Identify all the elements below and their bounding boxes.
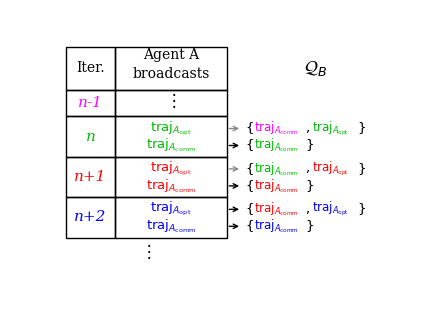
Text: $\{$: $\{$ bbox=[245, 121, 254, 136]
Text: $,$: $,$ bbox=[305, 122, 310, 135]
Text: $\mathrm{traj}_{A_{\mathrm{opt}}}$: $\mathrm{traj}_{A_{\mathrm{opt}}}$ bbox=[312, 200, 349, 218]
Text: $\{$: $\{$ bbox=[245, 178, 254, 194]
Text: $\}$: $\}$ bbox=[357, 121, 366, 136]
Text: $\vdots$: $\vdots$ bbox=[165, 91, 176, 110]
Text: $\mathrm{traj}_{A_{\mathrm{comm}}}$: $\mathrm{traj}_{A_{\mathrm{comm}}}$ bbox=[254, 120, 299, 137]
Text: $\{$: $\{$ bbox=[245, 137, 254, 154]
Text: $\mathrm{traj}_{A_{\mathrm{comm}}}$: $\mathrm{traj}_{A_{\mathrm{comm}}}$ bbox=[254, 177, 299, 195]
Text: $\}$: $\}$ bbox=[305, 178, 314, 194]
Text: $\}$: $\}$ bbox=[357, 161, 366, 177]
Text: $\{$: $\{$ bbox=[245, 161, 254, 177]
Text: n: n bbox=[85, 130, 95, 144]
Text: $\mathrm{traj}_{A_{\mathrm{opt}}}$: $\mathrm{traj}_{A_{\mathrm{opt}}}$ bbox=[150, 160, 191, 178]
Text: $\}$: $\}$ bbox=[305, 218, 314, 234]
Text: $\mathrm{traj}_{A_{\mathrm{opt}}}$: $\mathrm{traj}_{A_{\mathrm{opt}}}$ bbox=[150, 119, 191, 137]
Text: $\mathrm{traj}_{A_{\mathrm{comm}}}$: $\mathrm{traj}_{A_{\mathrm{comm}}}$ bbox=[145, 177, 196, 195]
Text: n+1: n+1 bbox=[74, 170, 107, 184]
Text: $\mathrm{traj}_{A_{\mathrm{comm}}}$: $\mathrm{traj}_{A_{\mathrm{comm}}}$ bbox=[145, 217, 196, 235]
Text: $,$: $,$ bbox=[305, 162, 310, 175]
Text: Agent A
broadcasts: Agent A broadcasts bbox=[132, 49, 210, 81]
Text: $,$: $,$ bbox=[305, 203, 310, 216]
Text: $\mathrm{traj}_{A_{\mathrm{comm}}}$: $\mathrm{traj}_{A_{\mathrm{comm}}}$ bbox=[254, 137, 299, 154]
Text: $\mathrm{traj}_{A_{\mathrm{comm}}}$: $\mathrm{traj}_{A_{\mathrm{comm}}}$ bbox=[254, 217, 299, 235]
Text: $\mathcal{Q}_B$: $\mathcal{Q}_B$ bbox=[304, 59, 328, 78]
Text: n-1: n-1 bbox=[78, 96, 103, 110]
Text: $\}$: $\}$ bbox=[305, 137, 314, 154]
Text: $\}$: $\}$ bbox=[357, 201, 366, 217]
Text: $\{$: $\{$ bbox=[245, 218, 254, 234]
Text: $\mathrm{traj}_{A_{\mathrm{comm}}}$: $\mathrm{traj}_{A_{\mathrm{comm}}}$ bbox=[254, 200, 299, 218]
Text: $\mathrm{traj}_{A_{\mathrm{comm}}}$: $\mathrm{traj}_{A_{\mathrm{comm}}}$ bbox=[254, 160, 299, 178]
Text: $\mathrm{traj}_{A_{\mathrm{comm}}}$: $\mathrm{traj}_{A_{\mathrm{comm}}}$ bbox=[145, 137, 196, 154]
Text: $\mathrm{traj}_{A_{\mathrm{opt}}}$: $\mathrm{traj}_{A_{\mathrm{opt}}}$ bbox=[312, 160, 349, 178]
Text: n+2: n+2 bbox=[74, 211, 107, 224]
Text: $\mathrm{traj}_{A_{\mathrm{opt}}}$: $\mathrm{traj}_{A_{\mathrm{opt}}}$ bbox=[312, 119, 349, 137]
Text: $\mathrm{traj}_{A_{\mathrm{opt}}}$: $\mathrm{traj}_{A_{\mathrm{opt}}}$ bbox=[150, 200, 191, 218]
Text: $\vdots$: $\vdots$ bbox=[141, 242, 152, 261]
Text: Iter.: Iter. bbox=[76, 61, 105, 75]
Text: $\{$: $\{$ bbox=[245, 201, 254, 217]
